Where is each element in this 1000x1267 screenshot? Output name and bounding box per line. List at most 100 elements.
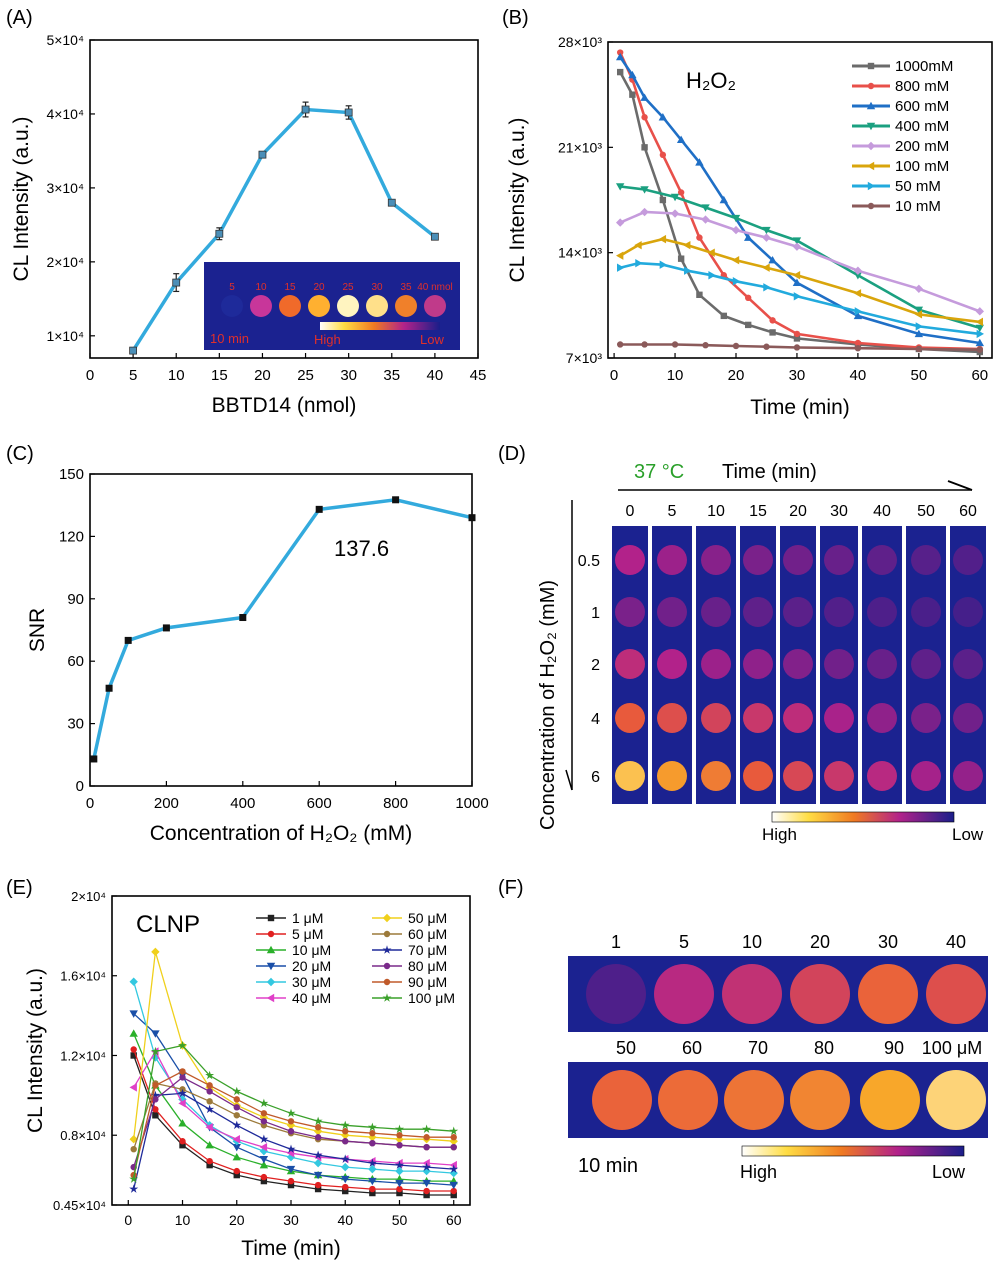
data-point (232, 1135, 240, 1144)
y-tick-label: 150 (59, 466, 84, 483)
legend-entry: 50 mM (895, 178, 941, 195)
data-point (629, 91, 636, 98)
sample-well (867, 649, 897, 679)
data-point (287, 1181, 295, 1189)
x-tick-label: 10 (175, 1212, 191, 1228)
sample-well (953, 649, 983, 679)
sample-well (867, 761, 897, 791)
data-point (396, 1185, 403, 1193)
data-point (793, 330, 801, 338)
panel-a-inset: 10 min High Low 5 10 15 20 25 30 35 40 nmol (204, 262, 460, 350)
time-tick-label: 5 (668, 503, 677, 520)
legend-entry: 70 μM (408, 942, 447, 958)
d-scale-bar (771, 811, 955, 823)
y-tick-label: 5×10⁴ (46, 32, 84, 48)
data-point (616, 341, 624, 348)
chart-a: 0 5 10 15 20 25 30 35 40 45 1×10⁴ 2×10⁴ 3×10⁴ 4×10⁴ 5×… (10, 32, 486, 417)
data-point (342, 1128, 349, 1135)
y-axis-label: CL Intensity (a.u.) (24, 968, 47, 1133)
data-point (151, 1030, 160, 1038)
inset-well (337, 295, 359, 317)
well-amount-label: 25 (342, 282, 354, 293)
data-point (658, 234, 667, 244)
data-point (179, 1074, 186, 1081)
sample-well (824, 597, 854, 627)
x-tick-label: 35 (383, 367, 400, 384)
sample-well (911, 597, 941, 627)
panel-label-f: (F) (498, 877, 524, 899)
sample-well (657, 545, 687, 575)
legend-entry: 100 mM (895, 158, 949, 175)
sample-well (615, 703, 645, 733)
data-point (396, 1189, 403, 1197)
data-point (395, 1124, 404, 1133)
data-point (696, 291, 703, 298)
sample-well (953, 761, 983, 791)
panel-label-b: (B) (502, 7, 529, 29)
data-point (232, 1143, 241, 1152)
inset-low-label: Low (420, 332, 444, 347)
data-point (449, 1126, 459, 1135)
data-point (423, 1134, 430, 1141)
data-point (395, 1160, 404, 1169)
legend-entry: 1 μM (292, 910, 323, 926)
data-point (450, 1134, 457, 1141)
data-point (395, 1179, 404, 1188)
sample-well (658, 1070, 718, 1130)
data-point (178, 1095, 187, 1104)
data-point (395, 1166, 404, 1176)
x-tick-label: 60 (446, 1212, 462, 1228)
sample-well (953, 597, 983, 627)
data-point (658, 113, 668, 121)
data-point (205, 1070, 215, 1080)
sample-well (860, 1070, 920, 1130)
x-tick-label: 15 (211, 367, 228, 384)
data-point (233, 1112, 240, 1119)
legend-entry: 40 μM (292, 990, 331, 1006)
sample-well (783, 597, 813, 627)
data-point (915, 345, 923, 353)
series-line (131, 107, 436, 352)
temperature-label: 37 °C (634, 461, 684, 483)
data-point (232, 1086, 242, 1096)
sample-well (783, 649, 813, 679)
well-amount-label: 30 (371, 282, 383, 293)
sample-well (911, 761, 941, 791)
x-axis-label: Time (min) (241, 1237, 341, 1260)
concentration-label: 40 (946, 932, 966, 952)
data-point (854, 307, 863, 316)
sample-well (824, 649, 854, 679)
data-point (314, 1185, 322, 1193)
legend-swatch-marker (266, 977, 276, 987)
data-point (676, 135, 686, 144)
data-point (314, 1124, 322, 1131)
data-point (854, 339, 862, 347)
data-point (792, 278, 802, 286)
data-point (616, 49, 624, 56)
inset-well (221, 295, 243, 317)
sample-well (654, 964, 714, 1024)
data-point (344, 108, 353, 117)
data-point (215, 229, 224, 238)
x-tick-label: 5 (129, 367, 137, 384)
x-tick-label: 25 (297, 367, 314, 384)
data-point (720, 312, 728, 320)
sample-well (867, 545, 897, 575)
f-high-label: High (740, 1162, 777, 1182)
data-point (301, 105, 310, 114)
y-axis-label: SNR (26, 608, 49, 652)
data-point (763, 283, 771, 292)
inset-time-label: 10 min (210, 331, 249, 346)
well-amount-label: 10 (255, 282, 267, 293)
data-point (129, 977, 138, 986)
legend-swatch-marker (866, 101, 876, 110)
data-point (152, 1096, 159, 1103)
legend-swatch-marker (267, 914, 275, 922)
data-point (341, 1162, 350, 1172)
legend-entry: 20 μM (292, 958, 331, 974)
data-point (769, 329, 776, 336)
data-point (423, 1187, 430, 1195)
concentration-axis-label: Concentration of H₂O₂ (mM) (537, 580, 559, 830)
data-point (313, 1116, 323, 1126)
y-tick-label: 28×10³ (558, 34, 602, 50)
